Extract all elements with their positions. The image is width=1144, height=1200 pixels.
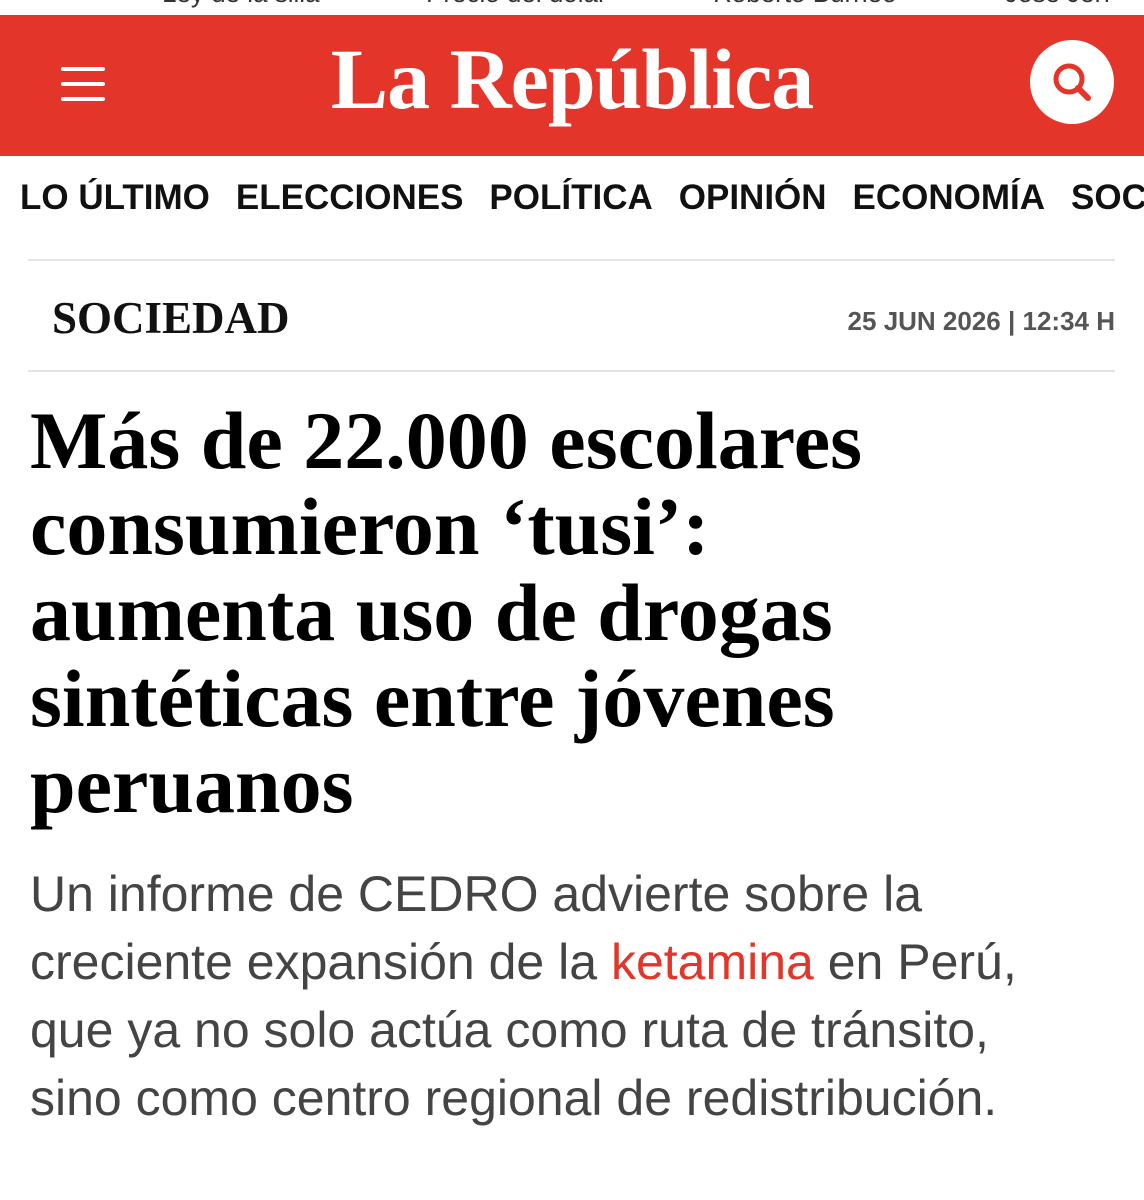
summary-link[interactable]: ketamina	[610, 934, 814, 990]
publish-date: 25 JUN 2026 | 12:34 H	[847, 306, 1115, 336]
nav-item[interactable]: POLÍTICA	[489, 178, 653, 217]
trending-link[interactable]: Ley de la silla	[162, 0, 320, 9]
search-button[interactable]	[1030, 40, 1114, 124]
nav-item[interactable]: ECONOMÍA	[852, 178, 1046, 217]
search-icon	[1053, 63, 1091, 101]
nav-bar: LO ÚLTIMO ELECCIONES POLÍTICA OPINIÓN ECONOM…	[20, 178, 1144, 218]
divider	[28, 259, 1115, 261]
header: La República	[0, 15, 1144, 156]
nav-item[interactable]: LO ÚLTIMO	[20, 178, 210, 217]
menu-button[interactable]	[61, 67, 105, 112]
summary: Un informe de CEDRO advierte sobre la cr…	[30, 860, 1090, 1132]
nav-item[interactable]: SOCIEDAD	[1071, 178, 1144, 217]
trending-bar: Ley de la silla Precio del dólar Roberto…	[0, 0, 1144, 15]
summary-text: en Perú, que ya no solo actúa como ruta …	[30, 934, 1017, 1126]
nav-item[interactable]: OPINIÓN	[678, 178, 827, 217]
trending-link[interactable]: José Jerí	[1005, 0, 1111, 9]
summary-text: Un informe de CEDRO advierte sobre la cr…	[30, 866, 923, 990]
divider	[28, 370, 1115, 372]
headline: Más de 22.000 escolares consumieron ‘tus…	[30, 395, 863, 830]
nav-item[interactable]: ELECCIONES	[235, 178, 464, 217]
trending-link[interactable]: Roberto Burneo	[713, 0, 897, 9]
section-label[interactable]: SOCIEDAD	[52, 293, 290, 343]
trending-link[interactable]: Precio del dólar	[426, 0, 607, 9]
brand-logo[interactable]: La República	[330, 31, 815, 127]
